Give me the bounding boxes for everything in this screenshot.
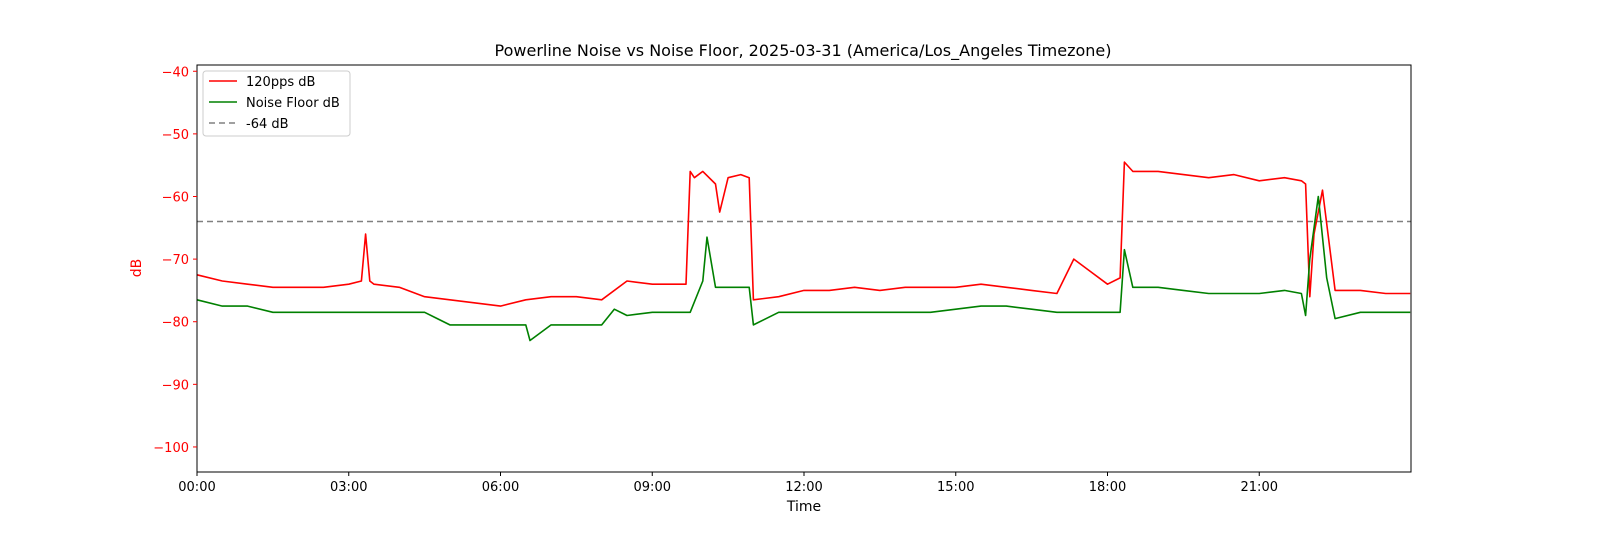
chart-title: Powerline Noise vs Noise Floor, 2025-03-… [495, 41, 1112, 61]
x-tick-label: 12:00 [785, 480, 822, 495]
plot-frame [196, 64, 1412, 473]
plot-area [196, 64, 1412, 473]
y-axis-label: dB [129, 259, 145, 278]
legend-label-noise-floor: Noise Floor dB [246, 96, 340, 111]
x-axis: 00:00 03:00 06:00 09:00 12:00 15:00 18:00 21:00 [178, 472, 1278, 495]
legend-label-pps: 120pps dB [246, 75, 315, 90]
y-tick-label: −40 [162, 65, 189, 80]
y-tick-label: −60 [162, 190, 189, 205]
y-tick-label: −70 [162, 253, 189, 268]
x-tick-label: 18:00 [1089, 480, 1126, 495]
x-tick-label: 00:00 [178, 480, 215, 495]
series-lines [196, 161, 1411, 342]
legend-label-threshold: -64 dB [246, 117, 289, 132]
y-axis: −40 −50 −60 −70 −80 −90 −100 [153, 65, 197, 456]
x-tick-label: 21:00 [1241, 480, 1278, 495]
y-tick-label: −90 [162, 378, 189, 393]
y-tick-label: −80 [162, 316, 189, 331]
y-tick-label: −100 [153, 441, 189, 456]
x-tick-label: 15:00 [937, 480, 974, 495]
x-axis-label: Time [786, 499, 821, 515]
x-tick-label: 03:00 [330, 480, 367, 495]
legend-box [202, 70, 351, 137]
legend: 120pps dB Noise Floor dB -64 dB [202, 70, 351, 137]
x-tick-label: 09:00 [634, 480, 671, 495]
series-line-pps [196, 161, 1411, 307]
x-tick-label: 06:00 [482, 480, 519, 495]
series-line-noise-floor [196, 195, 1411, 342]
y-tick-label: −50 [162, 128, 189, 143]
